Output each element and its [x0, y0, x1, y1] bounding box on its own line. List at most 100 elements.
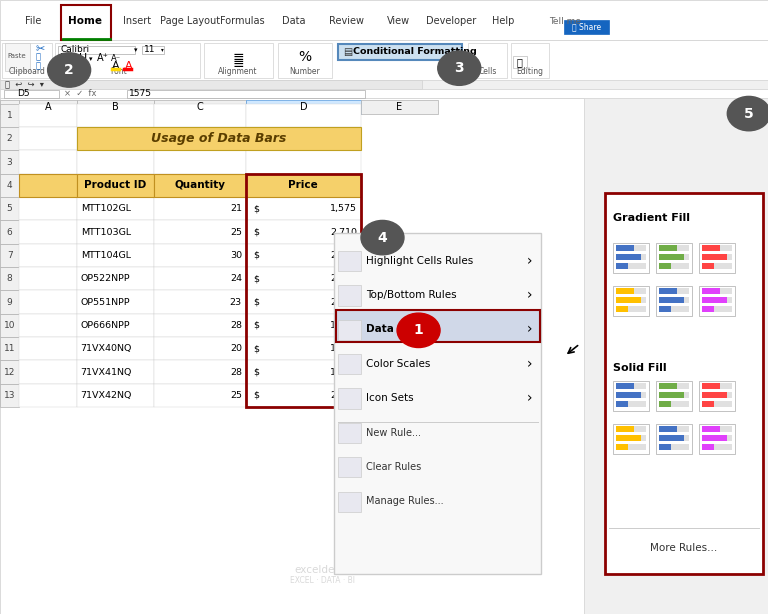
Text: $: $: [253, 368, 260, 376]
FancyBboxPatch shape: [246, 290, 361, 314]
Text: 1,771: 1,771: [330, 368, 357, 376]
Text: C: C: [197, 102, 203, 112]
FancyBboxPatch shape: [154, 337, 246, 360]
Text: 5: 5: [744, 107, 753, 120]
FancyBboxPatch shape: [677, 426, 689, 432]
FancyBboxPatch shape: [77, 150, 154, 174]
FancyBboxPatch shape: [513, 56, 527, 68]
FancyBboxPatch shape: [338, 457, 361, 478]
Text: 4: 4: [7, 181, 12, 190]
FancyBboxPatch shape: [677, 383, 689, 389]
FancyBboxPatch shape: [714, 306, 732, 312]
FancyBboxPatch shape: [246, 337, 361, 360]
FancyBboxPatch shape: [0, 314, 19, 337]
FancyBboxPatch shape: [702, 392, 727, 398]
FancyBboxPatch shape: [0, 267, 19, 290]
Text: 12: 12: [4, 368, 15, 376]
Text: OP666NPP: OP666NPP: [81, 321, 131, 330]
FancyBboxPatch shape: [511, 43, 549, 78]
FancyBboxPatch shape: [204, 43, 273, 78]
FancyBboxPatch shape: [634, 383, 646, 389]
FancyBboxPatch shape: [0, 0, 768, 40]
FancyBboxPatch shape: [628, 263, 646, 269]
FancyBboxPatch shape: [154, 314, 246, 337]
Text: Highlight Cells Rules: Highlight Cells Rules: [366, 255, 474, 266]
Text: I: I: [71, 53, 74, 63]
FancyBboxPatch shape: [246, 100, 361, 114]
Text: ›: ›: [527, 254, 533, 268]
Text: 7: 7: [7, 251, 12, 260]
FancyBboxPatch shape: [616, 444, 628, 450]
FancyBboxPatch shape: [154, 197, 246, 220]
FancyBboxPatch shape: [677, 288, 689, 294]
FancyBboxPatch shape: [127, 90, 365, 98]
FancyBboxPatch shape: [671, 263, 689, 269]
FancyBboxPatch shape: [246, 104, 361, 127]
FancyBboxPatch shape: [659, 306, 671, 312]
FancyBboxPatch shape: [77, 220, 154, 244]
Text: Tell me: Tell me: [549, 17, 581, 26]
FancyBboxPatch shape: [616, 297, 641, 303]
FancyBboxPatch shape: [154, 150, 246, 174]
FancyBboxPatch shape: [0, 220, 19, 244]
FancyBboxPatch shape: [616, 254, 641, 260]
Text: $: $: [253, 204, 260, 213]
Circle shape: [48, 53, 91, 87]
FancyBboxPatch shape: [0, 244, 19, 267]
Text: Page Layout: Page Layout: [160, 17, 220, 26]
Text: 🔍: 🔍: [517, 57, 523, 67]
FancyBboxPatch shape: [702, 306, 714, 312]
Text: Icon Sets: Icon Sets: [366, 393, 414, 403]
FancyBboxPatch shape: [19, 244, 77, 267]
Text: ⊞: ⊞: [60, 61, 68, 71]
Text: Price: Price: [289, 181, 318, 190]
FancyBboxPatch shape: [19, 100, 77, 114]
FancyBboxPatch shape: [720, 383, 732, 389]
FancyBboxPatch shape: [616, 383, 634, 389]
FancyBboxPatch shape: [613, 381, 649, 411]
FancyBboxPatch shape: [616, 263, 628, 269]
FancyBboxPatch shape: [246, 197, 361, 220]
FancyBboxPatch shape: [714, 401, 732, 407]
Text: 1575: 1575: [129, 89, 152, 98]
FancyBboxPatch shape: [77, 337, 154, 360]
FancyBboxPatch shape: [616, 245, 634, 251]
FancyBboxPatch shape: [714, 263, 732, 269]
FancyBboxPatch shape: [0, 100, 19, 114]
Text: Data Bars: Data Bars: [366, 324, 424, 335]
FancyBboxPatch shape: [727, 254, 732, 260]
FancyBboxPatch shape: [246, 314, 361, 337]
FancyBboxPatch shape: [613, 286, 649, 316]
FancyBboxPatch shape: [77, 314, 154, 337]
Text: 2,220: 2,220: [330, 391, 357, 400]
FancyBboxPatch shape: [659, 245, 677, 251]
Text: ▾: ▾: [456, 49, 460, 55]
FancyBboxPatch shape: [659, 297, 684, 303]
FancyBboxPatch shape: [61, 5, 111, 40]
FancyBboxPatch shape: [77, 174, 154, 197]
FancyBboxPatch shape: [699, 286, 735, 316]
Text: A⁺: A⁺: [97, 53, 108, 63]
Text: Manage Rules...: Manage Rules...: [366, 496, 444, 507]
FancyBboxPatch shape: [4, 90, 59, 98]
Text: Font: Font: [111, 67, 127, 76]
Text: OP522NPP: OP522NPP: [81, 274, 131, 283]
FancyBboxPatch shape: [0, 174, 19, 197]
FancyBboxPatch shape: [628, 401, 646, 407]
Text: U: U: [79, 53, 88, 63]
FancyBboxPatch shape: [154, 244, 246, 267]
Text: ›: ›: [527, 391, 533, 405]
FancyBboxPatch shape: [720, 426, 732, 432]
FancyBboxPatch shape: [336, 311, 540, 343]
FancyBboxPatch shape: [702, 245, 720, 251]
Text: MTT104GL: MTT104GL: [81, 251, 131, 260]
FancyBboxPatch shape: [659, 426, 677, 432]
Text: 28: 28: [230, 368, 242, 376]
Circle shape: [397, 313, 440, 348]
FancyBboxPatch shape: [77, 127, 361, 150]
Text: $: $: [253, 321, 260, 330]
FancyBboxPatch shape: [19, 290, 77, 314]
Text: 11: 11: [144, 45, 156, 54]
FancyBboxPatch shape: [720, 245, 732, 251]
Text: 25: 25: [230, 391, 242, 400]
